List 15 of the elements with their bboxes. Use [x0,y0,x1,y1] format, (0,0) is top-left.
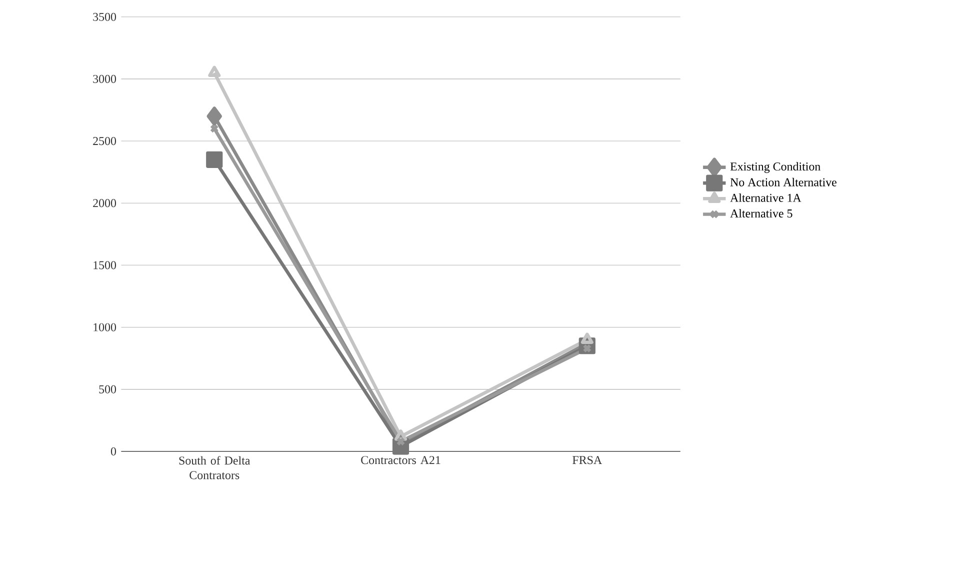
legend-label: Alternative 5 [730,208,792,218]
y-tick-label: 1000 [94,322,116,332]
legend-label: No Action Alternative [730,178,836,186]
y-tick-label: 1500 [94,260,116,269]
legend-label: Alternative 1A [730,193,802,202]
y-tick-label: 500 [99,385,116,394]
y-tick-label: 0 [110,447,116,456]
x-tick-label: FRSA [572,456,602,464]
y-tick-label: 3000 [93,74,116,83]
y-tick-label: 2500 [93,136,116,145]
legend-label: Existing Condition [730,162,820,173]
x-tick-label: South of Delta Contrators [179,456,250,479]
y-tick-label: 2000 [93,198,116,207]
y-tick-label: 3500 [93,12,116,21]
x-tick-label: Contractors A21 [361,456,440,464]
